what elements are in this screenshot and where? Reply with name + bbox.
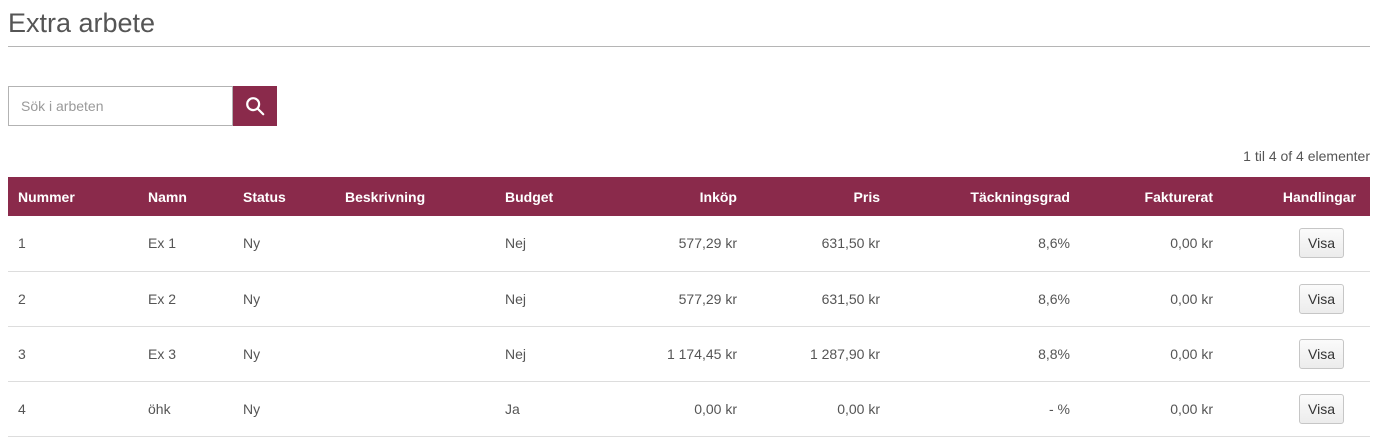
page-container: Extra arbete 1 til 4 of 4 elementer Numm… (0, 8, 1378, 437)
search-icon (244, 95, 266, 117)
column-header-budget: Budget (495, 177, 603, 216)
table-row: 4 öhk Ny Ja 0,00 kr 0,00 kr - % 0,00 kr … (8, 381, 1370, 437)
cell-status: Ny (233, 326, 335, 382)
cell-tackningsgrad: 8,6% (880, 216, 1070, 272)
visa-button[interactable]: Visa (1299, 338, 1344, 369)
table-row: 3 Ex 3 Ny Nej 1 174,45 kr 1 287,90 kr 8,… (8, 326, 1370, 382)
cell-status: Ny (233, 271, 335, 327)
cell-namn: Ex 1 (138, 216, 233, 272)
cell-pris: 0,00 kr (737, 381, 880, 437)
cell-inkop: 0,00 kr (603, 381, 737, 437)
cell-fakturerat: 0,00 kr (1070, 271, 1213, 327)
search-input[interactable] (8, 86, 233, 126)
column-header-status: Status (233, 177, 335, 216)
cell-beskrivning (335, 381, 495, 437)
cell-nummer: 2 (8, 271, 138, 327)
column-header-namn: Namn (138, 177, 233, 216)
visa-button[interactable]: Visa (1299, 283, 1344, 314)
search-button[interactable] (233, 86, 277, 126)
search-bar (8, 86, 1370, 126)
extra-arbete-table: Nummer Namn Status Beskrivning Budget In… (8, 177, 1370, 437)
cell-tackningsgrad: 8,6% (880, 271, 1070, 327)
cell-pris: 631,50 kr (737, 216, 880, 272)
cell-budget: Nej (495, 326, 603, 382)
cell-tackningsgrad: - % (880, 381, 1070, 437)
table-row: 2 Ex 2 Ny Nej 577,29 kr 631,50 kr 8,6% 0… (8, 271, 1370, 327)
table-header: Nummer Namn Status Beskrivning Budget In… (8, 177, 1370, 216)
cell-budget: Nej (495, 216, 603, 272)
cell-beskrivning (335, 271, 495, 327)
cell-fakturerat: 0,00 kr (1070, 326, 1213, 382)
column-header-beskrivning: Beskrivning (335, 177, 495, 216)
visa-button[interactable]: Visa (1299, 228, 1344, 259)
cell-namn: Ex 2 (138, 271, 233, 327)
page-title: Extra arbete (8, 8, 1370, 47)
cell-fakturerat: 0,00 kr (1070, 216, 1213, 272)
cell-inkop: 1 174,45 kr (603, 326, 737, 382)
column-header-pris: Pris (737, 177, 880, 216)
cell-beskrivning (335, 326, 495, 382)
cell-budget: Ja (495, 381, 603, 437)
cell-status: Ny (233, 381, 335, 437)
cell-inkop: 577,29 kr (603, 271, 737, 327)
cell-pris: 1 287,90 kr (737, 326, 880, 382)
cell-status: Ny (233, 216, 335, 272)
visa-button[interactable]: Visa (1299, 393, 1344, 424)
cell-namn: öhk (138, 381, 233, 437)
column-header-fakturerat: Fakturerat (1070, 177, 1213, 216)
column-header-tackningsgrad: Täckningsgrad (880, 177, 1070, 216)
cell-nummer: 3 (8, 326, 138, 382)
column-header-inkop: Inköp (603, 177, 737, 216)
table-row: 1 Ex 1 Ny Nej 577,29 kr 631,50 kr 8,6% 0… (8, 216, 1370, 272)
cell-namn: Ex 3 (138, 326, 233, 382)
cell-budget: Nej (495, 271, 603, 327)
column-header-nummer: Nummer (8, 177, 138, 216)
table-header-row: Nummer Namn Status Beskrivning Budget In… (8, 177, 1370, 216)
table-body: 1 Ex 1 Ny Nej 577,29 kr 631,50 kr 8,6% 0… (8, 216, 1370, 437)
cell-tackningsgrad: 8,8% (880, 326, 1070, 382)
column-header-handlingar: Handlingar (1213, 177, 1370, 216)
cell-nummer: 4 (8, 381, 138, 437)
cell-beskrivning (335, 216, 495, 272)
cell-nummer: 1 (8, 216, 138, 272)
cell-pris: 631,50 kr (737, 271, 880, 327)
results-summary: 1 til 4 of 4 elementer (1243, 148, 1370, 164)
cell-fakturerat: 0,00 kr (1070, 381, 1213, 437)
cell-inkop: 577,29 kr (603, 216, 737, 272)
